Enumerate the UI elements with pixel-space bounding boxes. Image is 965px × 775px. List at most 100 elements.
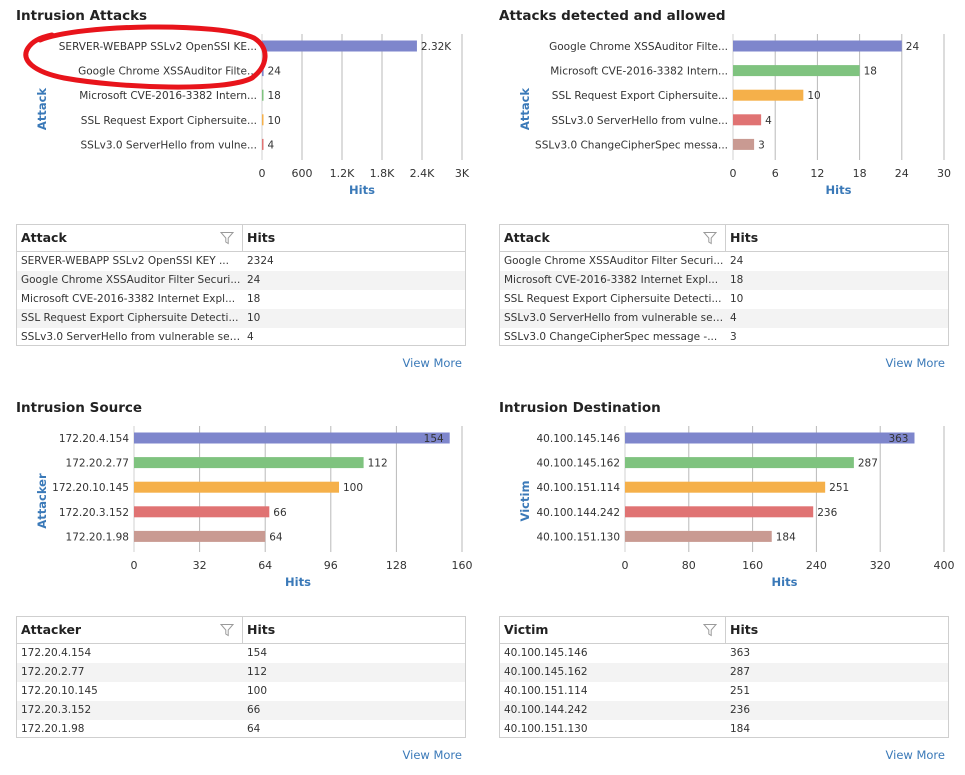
column-header-hits[interactable]: Hits <box>247 622 276 637</box>
view-more-link[interactable]: View More <box>402 748 462 762</box>
table-attacks-detected-allowed: Attack Hits Google Chrome XSSAuditor Fil… <box>499 224 949 346</box>
funnel-filter-icon[interactable] <box>703 231 717 245</box>
table-row[interactable]: Google Chrome XSSAuditor Filter Securi..… <box>17 271 465 290</box>
table-row[interactable]: SSLv3.0 ServerHello from vulnerable ser.… <box>500 309 948 328</box>
x-tick-label: 18 <box>853 167 867 180</box>
table-row[interactable]: SSL Request Export Ciphersuite Detecti..… <box>17 309 465 328</box>
table-cell-label: 40.100.144.242 <box>504 704 588 716</box>
value-label: 10 <box>807 90 820 102</box>
table-header: Attack Hits <box>17 225 465 252</box>
table-cell-hits: 4 <box>247 331 254 343</box>
column-header-hits[interactable]: Hits <box>730 622 759 637</box>
bar[interactable] <box>262 138 264 150</box>
funnel-filter-icon[interactable] <box>220 623 234 637</box>
column-header-label: Victim <box>504 622 549 637</box>
bar[interactable] <box>625 506 814 518</box>
value-label: 10 <box>268 115 281 127</box>
table-row[interactable]: 40.100.151.114 251 <box>500 682 948 701</box>
table-header: Victim Hits <box>500 617 948 644</box>
column-header-attacker[interactable]: Attacker <box>17 617 243 643</box>
category-label: 172.20.2.77 <box>66 458 129 470</box>
x-tick-label: 80 <box>682 559 696 572</box>
x-axis-title: Hits <box>285 575 311 589</box>
y-axis-title: Attacker <box>35 473 49 529</box>
panel-title: Attacks detected and allowed <box>499 8 726 24</box>
x-tick-label: 600 <box>292 167 313 180</box>
bar[interactable] <box>134 506 270 518</box>
column-header-hits[interactable]: Hits <box>247 230 276 245</box>
table-intrusion-destination: Victim Hits 40.100.145.146 363 40.100.145.… <box>499 616 949 738</box>
table-row[interactable]: 172.20.2.77 112 <box>17 663 465 682</box>
bar[interactable] <box>134 432 450 444</box>
table-cell-label: 172.20.2.77 <box>21 666 85 678</box>
column-header-attack[interactable]: Attack <box>500 225 726 251</box>
table-cell-hits: 287 <box>730 666 751 678</box>
table-row[interactable]: 172.20.3.152 66 <box>17 701 465 720</box>
column-header-victim[interactable]: Victim <box>500 617 726 643</box>
x-tick-label: 0 <box>131 559 138 572</box>
table-row[interactable]: Microsoft CVE-2016-3382 Internet Expl...… <box>500 271 948 290</box>
column-header-hits[interactable]: Hits <box>730 230 759 245</box>
view-more-link[interactable]: View More <box>885 748 945 762</box>
bar[interactable] <box>733 114 762 126</box>
bar[interactable] <box>733 40 902 52</box>
bar[interactable] <box>733 89 804 101</box>
funnel-filter-icon[interactable] <box>703 623 717 637</box>
table-intrusion-source: Attacker Hits 172.20.4.154 154 172.20.2.77… <box>16 616 466 738</box>
bar[interactable] <box>625 457 854 469</box>
x-tick-label: 30 <box>937 167 951 180</box>
view-more-link[interactable]: View More <box>402 356 462 370</box>
table-row[interactable]: SERVER-WEBAPP SSLv2 OpenSSI KEY ... 2324 <box>17 252 465 271</box>
x-tick-label: 24 <box>895 167 909 180</box>
table-body: Google Chrome XSSAuditor Filter Securi..… <box>500 252 948 347</box>
table-row[interactable]: 172.20.4.154 154 <box>17 644 465 663</box>
bar[interactable] <box>262 89 264 101</box>
table-row[interactable]: 40.100.151.130 184 <box>500 720 948 739</box>
bar[interactable] <box>134 481 339 493</box>
panel-intrusion-source: Intrusion Source 0 32 64 96 128 160 172.20.4.1… <box>16 400 473 775</box>
bar[interactable] <box>134 530 266 542</box>
category-label: 40.100.145.146 <box>537 433 621 445</box>
value-label: 112 <box>368 458 388 470</box>
table-row[interactable]: 172.20.10.145 100 <box>17 682 465 701</box>
panel-intrusion-attacks: Intrusion Attacks 0 600 1.2K 1.8K 2.4K 3K SERV… <box>16 8 470 383</box>
bar[interactable] <box>262 114 264 126</box>
column-header-attack[interactable]: Attack <box>17 225 243 251</box>
bar[interactable] <box>262 65 264 77</box>
funnel-filter-icon[interactable] <box>220 231 234 245</box>
value-label: 18 <box>268 90 281 102</box>
value-label: 64 <box>269 531 283 543</box>
x-tick-label: 6 <box>772 167 779 180</box>
table-intrusion-attacks: Attack Hits SERVER-WEBAPP SSLv2 OpenSSI … <box>16 224 466 346</box>
table-row[interactable]: SSL Request Export Ciphersuite Detecti..… <box>500 290 948 309</box>
bar[interactable] <box>262 40 417 52</box>
table-cell-hits: 3 <box>730 331 737 343</box>
x-axis-title: Hits <box>772 575 798 589</box>
table-row[interactable]: SSLv3.0 ServerHello from vulnerable ser.… <box>17 328 465 347</box>
table-cell-label: Microsoft CVE-2016-3382 Internet Expl... <box>21 293 236 305</box>
value-label: 3 <box>758 139 765 151</box>
x-tick-label: 0 <box>622 559 629 572</box>
view-more-link[interactable]: View More <box>885 356 945 370</box>
table-row[interactable]: Google Chrome XSSAuditor Filter Securi..… <box>500 252 948 271</box>
bar[interactable] <box>733 65 860 77</box>
category-label: SERVER-WEBAPP SSLv2 OpenSSI KE... <box>59 41 257 53</box>
table-cell-label: Google Chrome XSSAuditor Filter Securi..… <box>504 255 724 267</box>
table-header: Attack Hits <box>500 225 948 252</box>
category-label: Microsoft CVE-2016-3382 Intern... <box>550 66 728 78</box>
value-label: 4 <box>268 139 275 151</box>
table-row[interactable]: 172.20.1.98 64 <box>17 720 465 739</box>
bar[interactable] <box>625 481 826 493</box>
table-row[interactable]: 40.100.144.242 236 <box>500 701 948 720</box>
bar[interactable] <box>134 457 364 469</box>
bar[interactable] <box>625 530 772 542</box>
table-row[interactable]: 40.100.145.146 363 <box>500 644 948 663</box>
category-label: SSLv3.0 ServerHello from vulne... <box>80 139 257 151</box>
bar[interactable] <box>733 138 755 150</box>
x-tick-label: 0 <box>730 167 737 180</box>
bar[interactable] <box>625 432 915 444</box>
y-axis-title: Attack <box>518 88 532 130</box>
table-row[interactable]: 40.100.145.162 287 <box>500 663 948 682</box>
table-row[interactable]: Microsoft CVE-2016-3382 Internet Expl...… <box>17 290 465 309</box>
table-row[interactable]: SSLv3.0 ChangeCipherSpec message -... 3 <box>500 328 948 347</box>
